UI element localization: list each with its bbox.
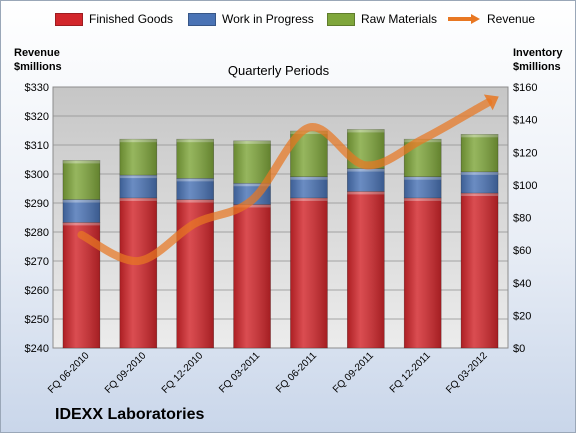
bar-shading <box>461 193 499 348</box>
bar-shading <box>233 204 271 348</box>
legend-label-finished-goods: Finished Goods <box>89 12 174 26</box>
legend-label-work-in-progress: Work in Progress <box>222 12 314 26</box>
legend-label-revenue: Revenue <box>487 12 536 26</box>
left-tick-label: $240 <box>25 343 49 355</box>
legend-swatch-finished-goods <box>55 12 83 26</box>
bar-shading <box>233 140 271 184</box>
left-tick-label: $290 <box>25 198 49 210</box>
legend-item-revenue: Revenue <box>447 12 535 26</box>
x-tick-label: FQ 12-2011 <box>388 350 433 395</box>
x-tick-label: FQ 03-2012 <box>444 350 490 396</box>
x-tick-label: FQ 06-2010 <box>46 350 92 396</box>
right-tick-label: $80 <box>513 213 531 225</box>
right-axis-title-line1: Inventory <box>513 47 563 59</box>
right-tick-label: $140 <box>513 115 537 127</box>
left-tick-label: $280 <box>25 227 49 239</box>
bar-shading <box>290 176 328 198</box>
legend-item-work-in-progress: Work in Progress <box>188 12 314 26</box>
chart-subtitle: Quarterly Periods <box>228 63 330 78</box>
right-tick-label: $40 <box>513 278 531 290</box>
right-tick-label: $60 <box>513 245 531 257</box>
bar-shading <box>176 178 214 200</box>
legend-swatch-work-in-progress <box>188 12 216 26</box>
left-tick-label: $310 <box>25 140 49 152</box>
bar-shading <box>404 176 442 198</box>
bar-shading <box>119 175 157 198</box>
x-tick-label: FQ 12-2010 <box>160 350 206 396</box>
right-tick-label: $20 <box>513 310 531 322</box>
x-tick-label: FQ 03-2011 <box>217 350 262 395</box>
left-axis-title: Revenue $millions <box>14 46 62 74</box>
bar-shading <box>404 197 442 348</box>
bar-shading <box>62 199 100 223</box>
legend-item-finished-goods: Finished Goods <box>55 12 173 26</box>
left-tick-label: $330 <box>25 82 49 94</box>
company-name: IDEXX Laboratories <box>55 406 205 423</box>
right-tick-label: $120 <box>513 147 537 159</box>
right-tick-label: $160 <box>513 82 537 94</box>
bar-shading <box>290 197 328 348</box>
left-axis-title-line1: Revenue <box>14 47 60 59</box>
bar-shading <box>119 139 157 176</box>
bar-shading <box>119 197 157 348</box>
right-tick-label: $100 <box>513 180 537 192</box>
revenue-arrowhead <box>483 94 499 111</box>
bar-shading <box>176 139 214 179</box>
left-tick-label: $260 <box>25 285 49 297</box>
x-tick-label: FQ 06-2011 <box>274 350 319 395</box>
left-tick-label: $250 <box>25 314 49 326</box>
legend-arrow-revenue-icon <box>448 14 480 24</box>
left-tick-label: $270 <box>25 256 49 268</box>
legend-swatch-raw-materials <box>327 12 355 26</box>
bar-shading <box>347 191 385 348</box>
bar-shading <box>461 171 499 194</box>
left-tick-label: $300 <box>25 169 49 181</box>
left-axis-title-line2: $millions <box>14 61 62 73</box>
right-axis-title-line2: $millions <box>513 61 561 73</box>
bar-shading <box>461 134 499 172</box>
x-tick-label: FQ 09-2011 <box>331 350 376 395</box>
left-tick-label: $320 <box>25 111 49 123</box>
bar-shading <box>347 168 385 192</box>
legend: Finished Goods Work in Progress Raw Mate… <box>0 12 576 32</box>
legend-item-raw-materials: Raw Materials <box>327 12 437 26</box>
bar-shading <box>62 160 100 200</box>
legend-label-raw-materials: Raw Materials <box>361 12 438 26</box>
right-tick-label: $0 <box>513 343 525 355</box>
revenue-line <box>77 98 493 266</box>
right-axis-title: Inventory $millions <box>513 46 563 74</box>
x-tick-label: FQ 09-2010 <box>103 350 149 396</box>
